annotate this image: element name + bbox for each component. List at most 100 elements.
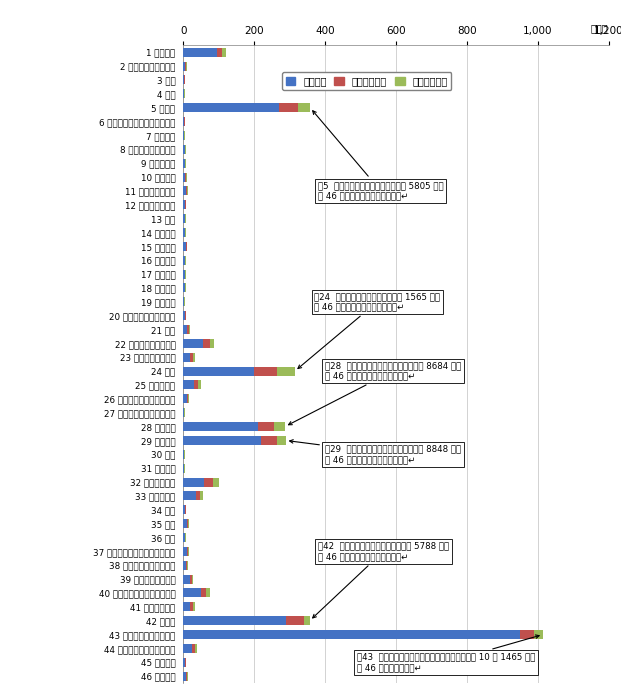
Bar bbox=[183, 367, 254, 376]
Bar bbox=[183, 75, 184, 84]
Bar bbox=[183, 630, 520, 639]
Bar bbox=[188, 519, 189, 528]
Legend: 直接効果, 一次波及効果, 二次波及効果: 直接効果, 一次波及効果, 二次波及効果 bbox=[282, 72, 451, 91]
Bar bbox=[183, 395, 187, 404]
Bar bbox=[183, 477, 204, 487]
Bar bbox=[217, 47, 222, 56]
Bar bbox=[185, 200, 186, 209]
Bar bbox=[184, 270, 185, 279]
Bar bbox=[189, 325, 190, 334]
Bar bbox=[183, 353, 190, 362]
Bar bbox=[183, 436, 261, 445]
Text: 「28  鉄道輸送」の経済波及効果は２億 8684 万円
で 46 産業部門中６番目の大きさ↵: 「28 鉄道輸送」の経済波及効果は２億 8684 万円 で 46 産業部門中６番… bbox=[289, 362, 461, 424]
Bar bbox=[183, 256, 184, 265]
Bar bbox=[187, 242, 188, 251]
Bar bbox=[277, 367, 295, 376]
Bar bbox=[190, 353, 193, 362]
Text: 「43  旅館・その他の宿泊所」の経済波及効果は 10 億 1465 万円
で 46 産業部門中最大↵: 「43 旅館・その他の宿泊所」の経済波及効果は 10 億 1465 万円 で 4… bbox=[357, 635, 539, 672]
Bar bbox=[195, 644, 197, 653]
Bar bbox=[189, 574, 192, 583]
Bar bbox=[184, 117, 185, 126]
Bar bbox=[254, 367, 277, 376]
Bar bbox=[183, 422, 258, 431]
Bar bbox=[187, 519, 188, 528]
Bar bbox=[183, 242, 186, 251]
Bar bbox=[183, 89, 184, 98]
Bar bbox=[184, 284, 185, 293]
Bar bbox=[304, 616, 310, 625]
Text: 「5  食料品」の経済波及効果は３億 5805 万円
で 46 産業部門中２番目の大きさ↵: 「5 食料品」の経済波及効果は３億 5805 万円 で 46 産業部門中２番目の… bbox=[313, 111, 443, 201]
Bar bbox=[185, 658, 186, 667]
Bar bbox=[183, 519, 187, 528]
Bar bbox=[183, 616, 286, 625]
Bar bbox=[185, 505, 186, 514]
Bar bbox=[274, 422, 285, 431]
Bar bbox=[186, 242, 187, 251]
Bar bbox=[183, 560, 186, 569]
Text: 百万円: 百万円 bbox=[591, 24, 609, 33]
Bar bbox=[183, 173, 185, 181]
Bar bbox=[193, 602, 195, 611]
Bar bbox=[183, 214, 184, 223]
Bar bbox=[187, 560, 188, 569]
Bar bbox=[183, 117, 184, 126]
Bar bbox=[200, 491, 202, 500]
Bar bbox=[187, 672, 188, 681]
Bar bbox=[196, 491, 200, 500]
Bar bbox=[183, 47, 217, 56]
Bar bbox=[183, 450, 184, 459]
Bar bbox=[183, 145, 184, 154]
Bar bbox=[183, 464, 184, 473]
Bar bbox=[185, 173, 186, 181]
Text: 「29  道路輸送」の経済波及効果は２億 8848 万円
で 46 産業部門中５番目の大きさ↵: 「29 道路輸送」の経済波及効果は２億 8848 万円 で 46 産業部門中５番… bbox=[289, 440, 461, 464]
Bar bbox=[202, 339, 210, 348]
Bar bbox=[183, 574, 189, 583]
Bar bbox=[185, 311, 186, 320]
Bar bbox=[192, 644, 195, 653]
Bar bbox=[183, 298, 184, 306]
Bar bbox=[258, 422, 274, 431]
Bar bbox=[186, 173, 187, 181]
Bar bbox=[183, 103, 279, 112]
Bar bbox=[183, 644, 192, 653]
Bar bbox=[183, 408, 184, 418]
Bar bbox=[186, 560, 187, 569]
Bar bbox=[204, 477, 214, 487]
Bar bbox=[186, 61, 187, 70]
Bar bbox=[183, 325, 188, 334]
Bar bbox=[183, 658, 185, 667]
Bar bbox=[183, 491, 196, 500]
Bar bbox=[261, 436, 277, 445]
Bar bbox=[279, 103, 299, 112]
Bar bbox=[186, 186, 187, 195]
Bar bbox=[183, 311, 185, 320]
Bar bbox=[299, 103, 310, 112]
Bar bbox=[193, 353, 195, 362]
Bar bbox=[520, 630, 534, 639]
Bar bbox=[183, 200, 185, 209]
Bar bbox=[214, 477, 219, 487]
Bar bbox=[183, 339, 202, 348]
Bar bbox=[192, 574, 193, 583]
Bar bbox=[183, 131, 184, 140]
Bar bbox=[188, 395, 189, 404]
Bar bbox=[187, 186, 188, 195]
Bar bbox=[198, 381, 201, 390]
Bar bbox=[184, 228, 185, 237]
Bar bbox=[286, 616, 304, 625]
Bar bbox=[184, 145, 185, 154]
Bar bbox=[188, 325, 189, 334]
Bar bbox=[186, 672, 187, 681]
Bar bbox=[194, 381, 198, 390]
Bar bbox=[184, 256, 185, 265]
Bar bbox=[184, 533, 185, 542]
Bar bbox=[187, 395, 188, 404]
Bar bbox=[183, 602, 190, 611]
Bar bbox=[210, 339, 214, 348]
Bar bbox=[183, 381, 194, 390]
Bar bbox=[190, 602, 193, 611]
Bar bbox=[185, 61, 186, 70]
Bar bbox=[206, 588, 210, 597]
Bar bbox=[183, 547, 187, 556]
Bar bbox=[183, 533, 184, 542]
